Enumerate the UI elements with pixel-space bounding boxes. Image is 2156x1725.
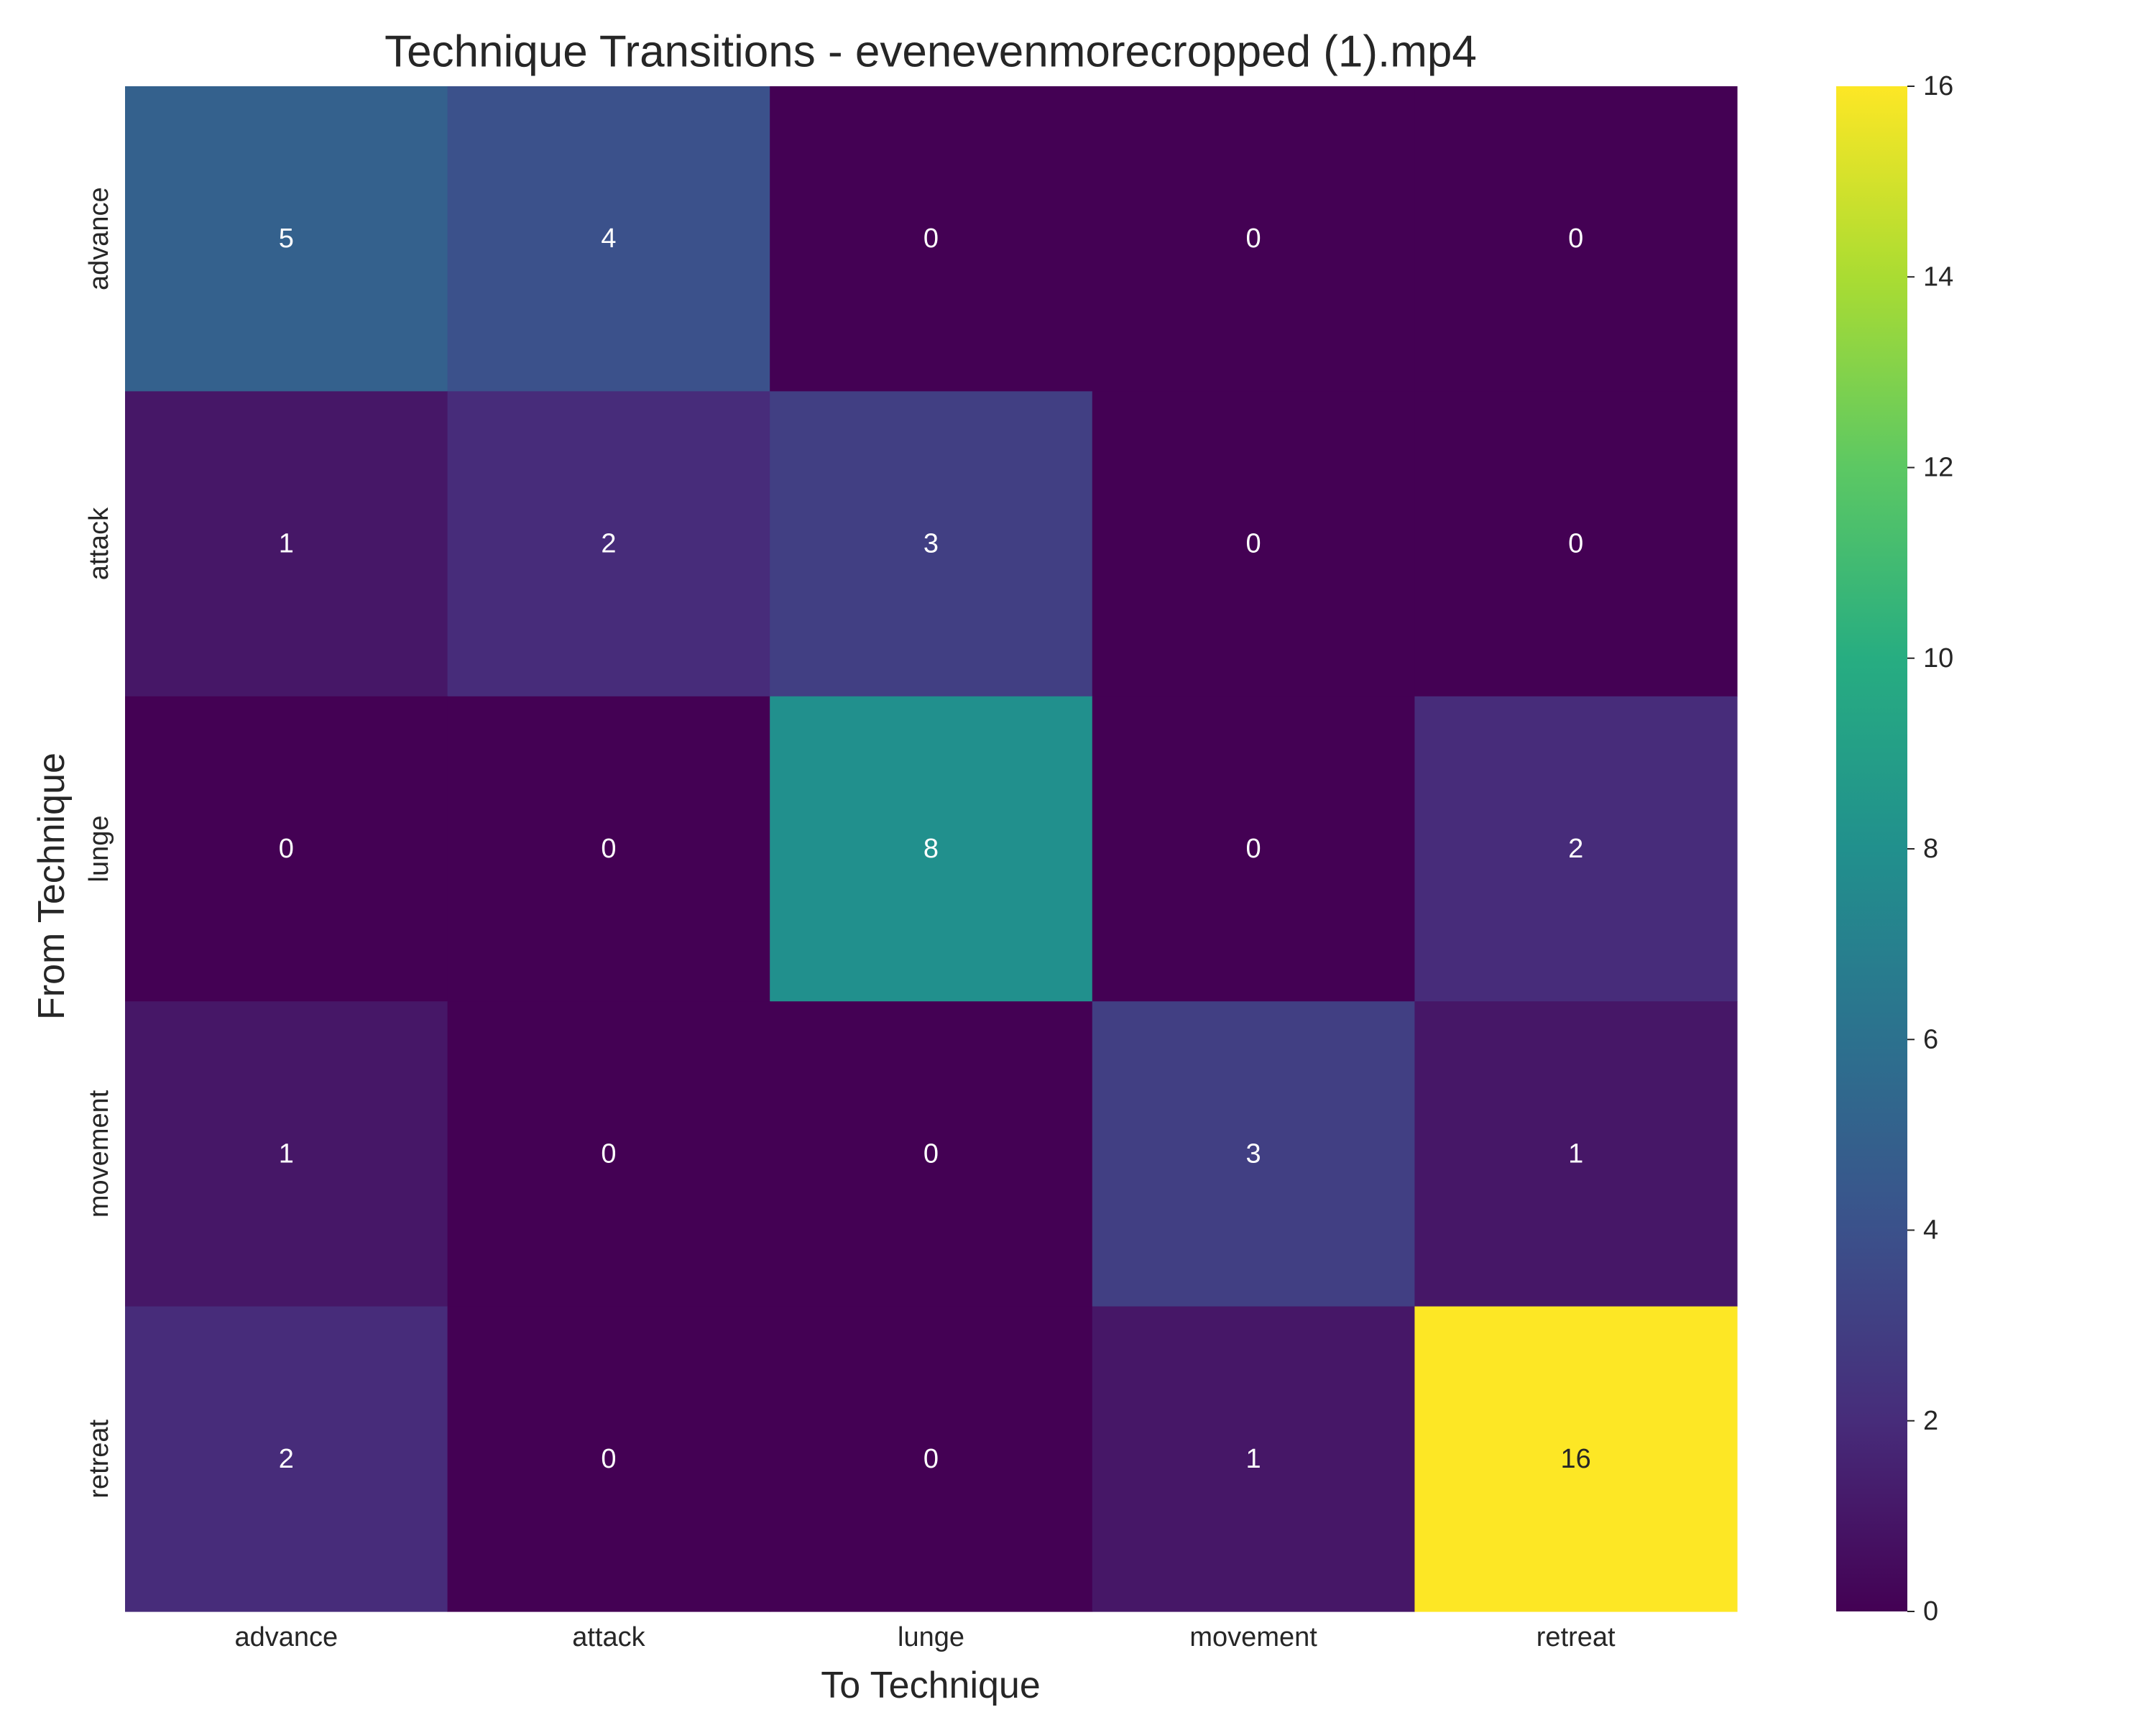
heatmap-cell xyxy=(770,696,1093,1002)
colorbar-tick-label: 16 xyxy=(1923,71,1953,101)
heatmap-cell xyxy=(1414,391,1738,697)
cell-value-label: 2 xyxy=(1568,834,1583,864)
cell-value-label: 3 xyxy=(1246,1138,1261,1169)
heatmap-cell xyxy=(770,1306,1093,1612)
y-axis-title: From Technique xyxy=(31,753,73,1020)
y-tick-label: lunge xyxy=(84,816,114,883)
heatmap-cell xyxy=(447,391,770,697)
x-tick-label: movement xyxy=(1189,1622,1317,1652)
cell-value-label: 0 xyxy=(279,834,294,864)
heatmap-cell xyxy=(125,696,448,1002)
heatmap-cell xyxy=(1092,1306,1415,1612)
heatmap-cell xyxy=(447,86,770,392)
heatmap-cell xyxy=(447,1306,770,1612)
y-tick-label: advance xyxy=(84,187,114,290)
cell-value-label: 0 xyxy=(1246,529,1261,559)
heatmap-cell xyxy=(1092,696,1415,1002)
cell-value-label: 0 xyxy=(923,1444,939,1474)
colorbar-tick-label: 6 xyxy=(1923,1024,1938,1054)
heatmap-cell xyxy=(770,391,1093,697)
cell-value-label: 5 xyxy=(279,224,294,254)
heatmap-cell xyxy=(770,86,1093,392)
y-axis-ticks: advance attack lunge movement retreat xyxy=(84,187,114,1498)
cell-value-label: 0 xyxy=(1246,224,1261,254)
x-tick-label: retreat xyxy=(1537,1622,1616,1652)
heatmap-cell xyxy=(125,391,448,697)
cell-value-label: 0 xyxy=(1568,224,1583,254)
heatmap-cell xyxy=(125,86,448,392)
cell-value-label: 0 xyxy=(923,224,939,254)
heatmap-cell-labels: 5 4 0 0 0 1 2 3 0 0 0 0 8 0 2 1 0 0 3 1 2 0 0 1 16 xyxy=(279,224,1591,1474)
cell-value-label: 0 xyxy=(1568,529,1583,559)
colorbar-tick-label: 4 xyxy=(1923,1215,1938,1246)
colorbar-tick-label: 14 xyxy=(1923,262,1953,292)
colorbar-tick-label: 2 xyxy=(1923,1406,1938,1436)
cell-value-label: 1 xyxy=(1568,1138,1583,1169)
heatmap-cell xyxy=(1092,391,1415,697)
heatmap-cell xyxy=(1414,86,1738,392)
heatmap-cell xyxy=(1414,1306,1738,1612)
colorbar xyxy=(1836,86,1907,1611)
colorbar-tick-label: 8 xyxy=(1923,834,1938,864)
cell-value-label: 8 xyxy=(923,834,939,864)
x-tick-label: attack xyxy=(572,1622,645,1652)
heatmap-cell xyxy=(447,696,770,1002)
cell-value-label: 0 xyxy=(601,834,616,864)
y-tick-label: movement xyxy=(84,1090,114,1218)
heatmap-cell xyxy=(770,1001,1093,1307)
cell-value-label: 1 xyxy=(1246,1444,1261,1474)
x-axis-title: To Technique xyxy=(821,1665,1041,1706)
colorbar-tick-label: 10 xyxy=(1923,643,1953,673)
colorbar-tick-label: 0 xyxy=(1923,1596,1938,1627)
x-tick-label: advance xyxy=(234,1622,338,1652)
cell-value-label: 0 xyxy=(1246,834,1261,864)
heatmap-cell xyxy=(125,1001,448,1307)
colorbar-tick-label: 12 xyxy=(1923,453,1953,483)
chart-title: Technique Transitions - evenevenmorecrop… xyxy=(384,27,1477,77)
colorbar-ticks: 0 2 4 6 8 10 12 14 16 xyxy=(1907,71,1953,1627)
cell-value-label: 0 xyxy=(601,1444,616,1474)
cell-value-label: 1 xyxy=(279,529,294,559)
heatmap-cell xyxy=(1092,86,1415,392)
cell-value-label: 4 xyxy=(601,224,616,254)
cell-value-label: 3 xyxy=(923,529,939,559)
cell-value-label: 2 xyxy=(601,529,616,559)
cell-value-label: 2 xyxy=(279,1444,294,1474)
colorbar-gradient xyxy=(1836,86,1907,1611)
heatmap-cell xyxy=(125,1306,448,1612)
heatmap-cell xyxy=(447,1001,770,1307)
cell-value-label: 16 xyxy=(1561,1444,1591,1474)
cell-value-label: 1 xyxy=(279,1138,294,1169)
x-axis-ticks: advance attack lunge movement retreat xyxy=(234,1622,1616,1652)
cell-value-label: 0 xyxy=(923,1138,939,1169)
y-tick-label: attack xyxy=(84,507,114,580)
x-tick-label: lunge xyxy=(898,1622,964,1652)
heatmap-cell xyxy=(1414,1001,1738,1307)
heatmap-cells xyxy=(125,86,1738,1612)
heatmap-cell xyxy=(1414,696,1738,1002)
heatmap-cell xyxy=(1092,1001,1415,1307)
cell-value-label: 0 xyxy=(601,1138,616,1169)
y-tick-label: retreat xyxy=(84,1419,114,1498)
